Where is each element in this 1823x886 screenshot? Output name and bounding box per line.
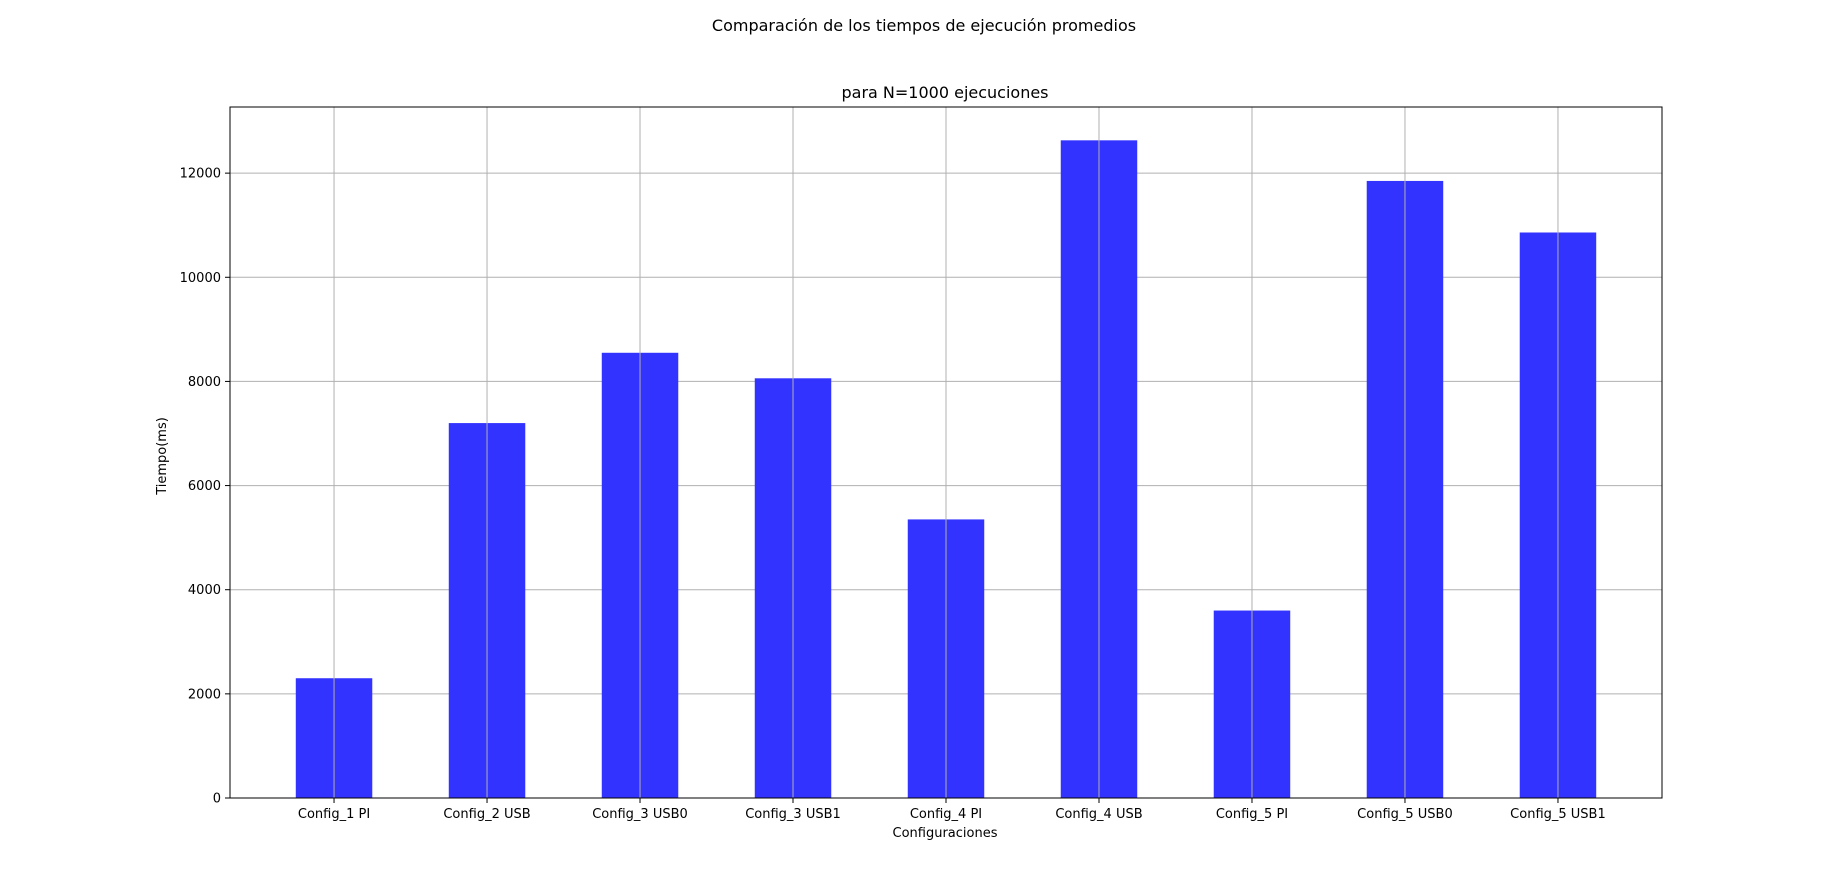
x-tick-label: Config_3 USB0 [592, 807, 688, 822]
y-axis-ticks: 0 2000 4000 6000 8000 10000 12000 [180, 167, 230, 807]
y-tick-label: 6000 [188, 479, 221, 494]
y-tick-label: 10000 [180, 271, 221, 286]
x-axis-ticks: Config_1 PI Config_2 USB Config_3 USB0 Conf… [298, 798, 1606, 822]
chart-suptitle: Comparación de los tiempos de ejecución … [712, 16, 1136, 35]
y-tick-label: 8000 [188, 375, 221, 390]
x-tick-label: Config_2 USB [443, 807, 530, 822]
x-tick-label: Config_3 USB1 [745, 807, 841, 822]
x-axis-label: Configuraciones [893, 826, 998, 841]
x-gridlines [333, 107, 1559, 798]
y-axis-label: Tiempo(ms) [155, 417, 170, 496]
y-tick-label: 2000 [188, 687, 221, 702]
x-tick-label: Config_4 USB [1055, 807, 1142, 822]
y-tick-label: 4000 [188, 583, 221, 598]
x-tick-label: Config_5 USB0 [1357, 807, 1453, 822]
x-tick-label: Config_1 PI [298, 807, 370, 822]
chart-title: para N=1000 ejecuciones [841, 83, 1048, 102]
x-tick-label: Config_5 PI [1216, 807, 1288, 822]
x-tick-label: Config_5 USB1 [1510, 807, 1606, 822]
y-tick-label: 12000 [180, 167, 221, 182]
x-tick-label: Config_4 PI [910, 807, 982, 822]
y-tick-label: 0 [213, 792, 221, 807]
